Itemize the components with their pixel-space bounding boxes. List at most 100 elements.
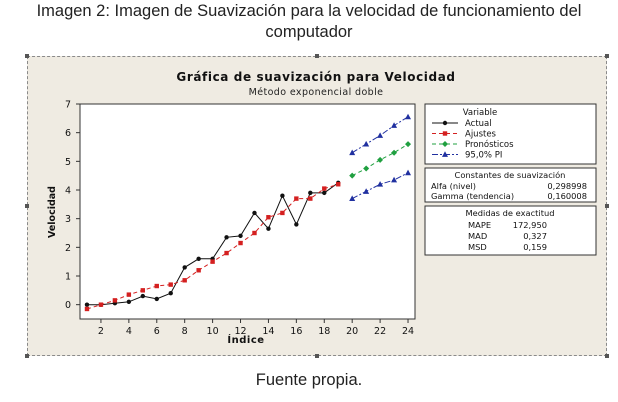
mad-label: MAD — [468, 231, 487, 241]
frame-handles — [25, 54, 609, 358]
data-point-square — [294, 196, 299, 201]
data-point-triangle — [363, 188, 370, 194]
mape-value: 172,950 — [513, 220, 547, 230]
frame-handle — [315, 354, 319, 358]
data-point-diamond — [363, 165, 370, 172]
data-point-circle — [294, 222, 299, 227]
legend-label: Pronósticos — [465, 139, 514, 150]
x-axis-label: Índice — [227, 333, 264, 346]
data-point-square — [322, 186, 327, 191]
y-axis-label: Velocidad — [47, 186, 58, 238]
data-point-triangle — [405, 169, 412, 176]
mape-label: MAPE — [468, 220, 491, 230]
y-tick-label: 1 — [65, 272, 71, 283]
data-point-square — [140, 288, 146, 293]
x-tick-label: 22 — [374, 326, 386, 337]
data-point-circle — [442, 120, 448, 126]
figure-caption: Imagen 2: Imagen de Suavización para la … — [0, 1, 618, 43]
data-point-circle — [84, 302, 90, 307]
x-tick-label: 8 — [182, 326, 188, 337]
data-point-square — [154, 283, 159, 289]
data-point-triangle — [377, 181, 384, 187]
data-point-triangle — [377, 132, 384, 138]
data-point-diamond — [349, 172, 356, 179]
series-line — [351, 143, 409, 177]
data-point-circle — [322, 190, 327, 196]
frame-handle — [605, 204, 609, 208]
x-tick-label: 10 — [207, 326, 219, 337]
figure-source: Fuente propia. — [255, 371, 363, 389]
data-point-square — [308, 196, 313, 201]
alpha-value: 0,298998 — [547, 181, 587, 191]
series-ajustes — [84, 182, 341, 312]
smoothing-constants-title: Constantes de suavización — [455, 170, 566, 180]
data-point-circle — [168, 291, 173, 296]
data-point-square — [442, 131, 448, 136]
legend-label: 95,0% PI — [465, 151, 502, 161]
frame-handle — [25, 354, 29, 358]
data-point-circle — [238, 233, 243, 239]
data-point-square — [252, 230, 257, 236]
chart-title: Gráfica de suavización para Velocidad — [176, 70, 455, 84]
data-point-square — [224, 250, 229, 256]
y-tick-label: 7 — [65, 100, 71, 111]
data-point-diamond — [391, 149, 398, 156]
frame-handle — [25, 54, 29, 58]
data-point-triangle — [391, 122, 398, 128]
y-tick-label: 4 — [65, 186, 71, 197]
legend-box — [424, 103, 597, 165]
data-point-triangle — [349, 149, 356, 156]
data-point-circle — [182, 265, 187, 270]
accuracy-measures-title: Medidas de exactitud — [465, 208, 554, 218]
x-tick-label: 16 — [290, 326, 302, 337]
y-tick-label: 5 — [65, 157, 71, 168]
gamma-label: Gamma (tendencia) — [431, 191, 514, 201]
y-tick-label: 3 — [65, 214, 71, 225]
data-point-square — [266, 215, 271, 220]
x-tick-label: 24 — [402, 326, 414, 337]
data-point-square — [196, 268, 201, 273]
legend-title: Variable — [463, 108, 497, 118]
figure-caption-line2: computador — [265, 23, 353, 41]
data-point-square — [84, 306, 90, 312]
legend-label: Actual — [465, 119, 492, 129]
data-point-circle — [140, 293, 146, 299]
data-point-circle — [280, 193, 285, 198]
series-95-0-pi-sup- — [349, 113, 412, 156]
data-point-triangle — [349, 195, 356, 201]
msd-label: MSD — [468, 242, 487, 252]
data-point-square — [280, 210, 285, 216]
data-point-triangle — [391, 176, 398, 183]
x-tick-label: 12 — [234, 326, 246, 337]
data-point-square — [210, 259, 215, 264]
y-tick-label: 0 — [65, 300, 71, 311]
x-tick-label: 14 — [262, 326, 274, 337]
alpha-label: Alfa (nivel) — [431, 181, 476, 191]
data-point-triangle — [442, 151, 448, 157]
gamma-value: 0,160008 — [547, 191, 587, 201]
smoothing-constants-frame — [424, 167, 597, 203]
legend-label: Ajustes — [465, 130, 497, 140]
data-point-circle — [196, 256, 201, 261]
figure-caption-line1: Imagen 2: Imagen de Suavización para la … — [36, 2, 582, 20]
series-95-0-pi-inf- — [349, 169, 412, 201]
x-tick-label: 6 — [154, 326, 160, 337]
y-tick-label: 6 — [65, 128, 71, 139]
frame-handle — [605, 54, 609, 58]
msd-value: 0,159 — [523, 242, 547, 252]
data-point-circle — [154, 296, 159, 302]
data-point-diamond — [405, 141, 412, 148]
series-layer — [84, 113, 412, 312]
smoothing-constants-box: Constantes de suavización Alfa (nivel) 0… — [424, 167, 597, 203]
data-point-circle — [252, 210, 257, 216]
data-point-square — [238, 240, 243, 246]
frame-handle — [25, 204, 29, 208]
accuracy-measures-frame — [424, 205, 597, 256]
y-tick-label: 2 — [65, 243, 71, 254]
data-point-square — [98, 302, 104, 307]
x-tick-label: 4 — [126, 326, 132, 337]
data-point-square — [126, 292, 132, 297]
